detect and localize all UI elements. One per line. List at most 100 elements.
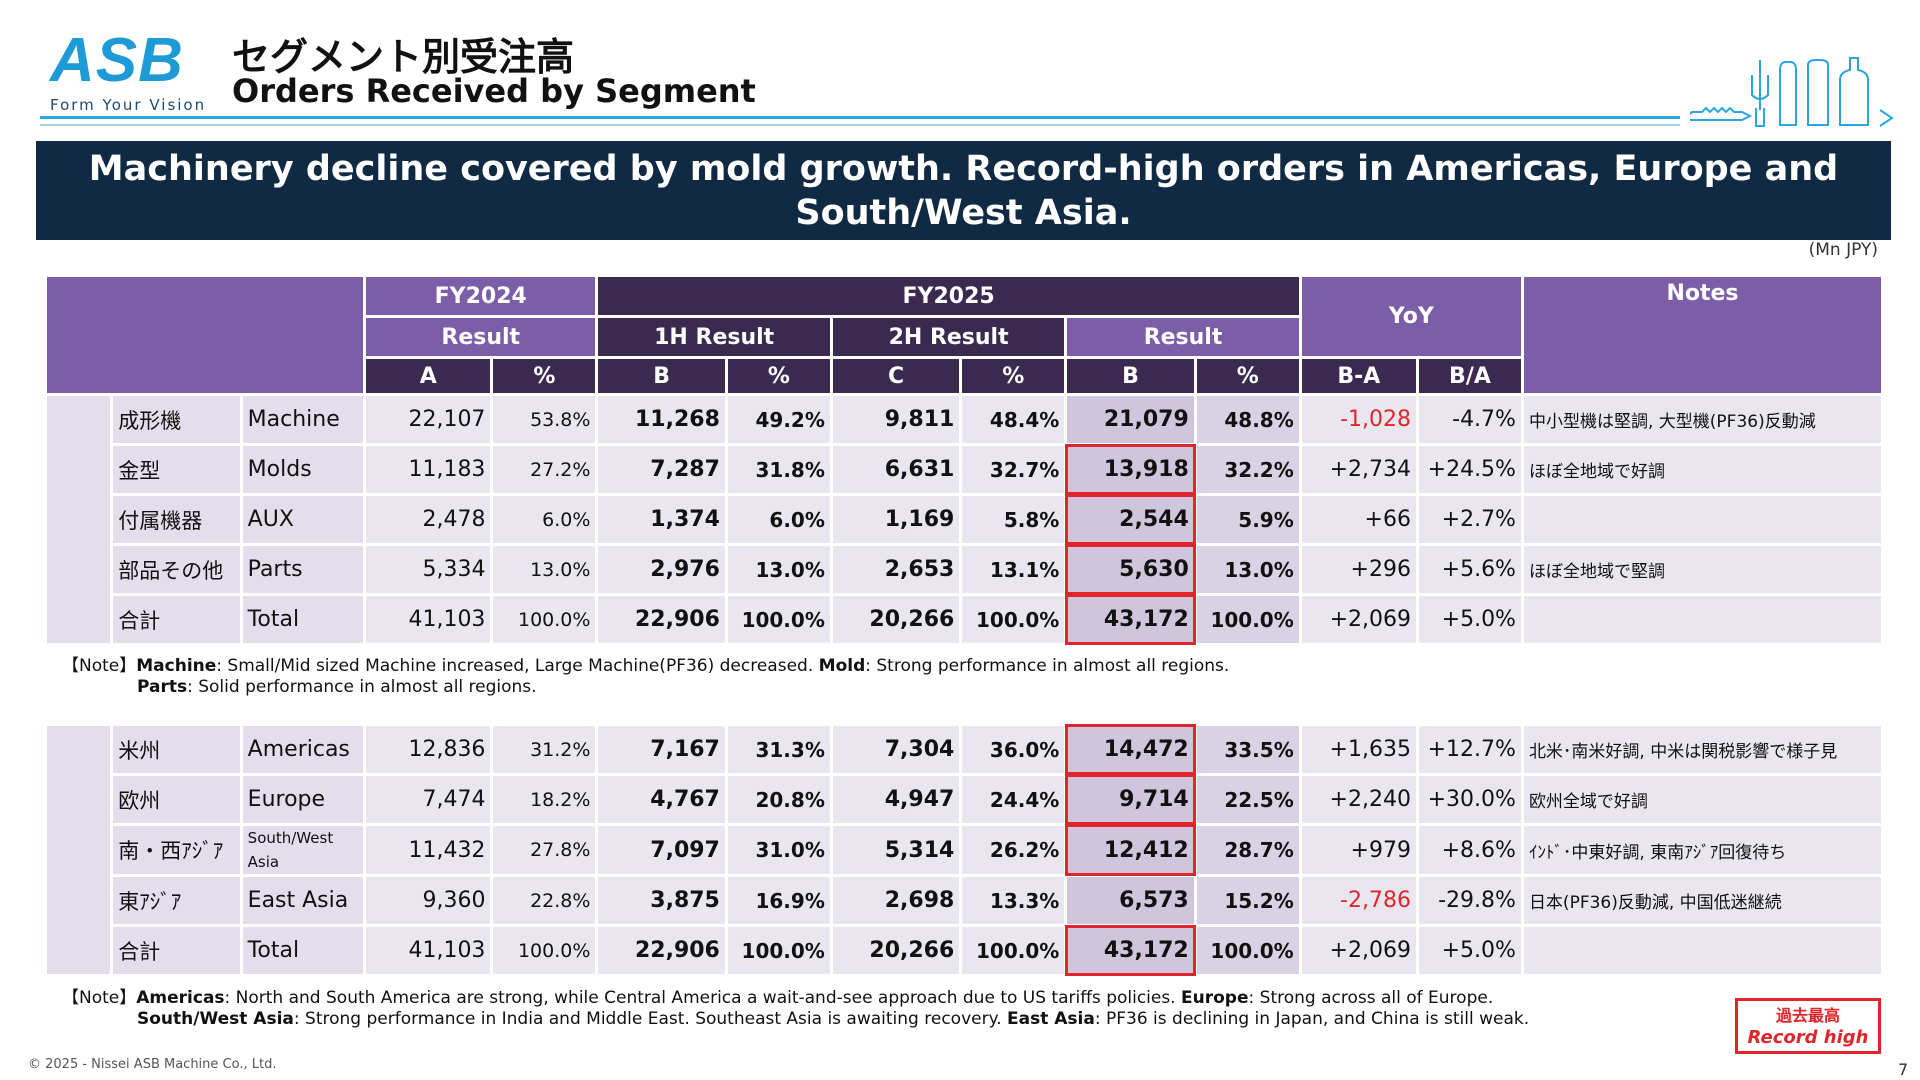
region-note: 【Note】Americas: North and South America …: [62, 988, 1529, 1030]
yoy-diff: +1,635: [1301, 726, 1416, 773]
row-label-jp: 成形機: [113, 396, 240, 443]
h1-result-header: 1H Result: [598, 318, 830, 356]
legend-en: Record high: [1747, 1027, 1869, 1048]
col-ba-ratio: B/A: [1418, 359, 1521, 393]
h2-value: 6,631: [832, 446, 960, 493]
fy2024-pct: 53.8%: [493, 396, 596, 443]
fy2024-value: 2,478: [366, 496, 491, 543]
col-c-pct: %: [962, 359, 1065, 393]
h1-value: 11,268: [598, 396, 725, 443]
row-label-en: Parts: [242, 546, 364, 593]
fy2025-value: 6,573: [1067, 877, 1194, 924]
h2-pct: 100.0%: [962, 596, 1065, 643]
fy2025-value: 12,412: [1065, 824, 1196, 876]
fy2024-value: 41,103: [366, 927, 491, 974]
fy2025-value: 14,472: [1065, 724, 1196, 775]
header-divider: [40, 116, 1680, 119]
fy2025-pct: 15.2%: [1196, 877, 1299, 924]
yoy-ratio: -29.8%: [1418, 877, 1521, 924]
logo-text: ASB: [50, 26, 184, 95]
fy2024-pct: 18.2%: [493, 776, 596, 823]
header-divider-light: [40, 124, 1680, 126]
fy2025-pct: 48.8%: [1196, 396, 1299, 443]
note-text: : Small/Mid sized Machine increased, Lar…: [216, 656, 819, 676]
bottle-illustration-icon: [1690, 57, 1894, 127]
yoy-ratio: +8.6%: [1418, 826, 1521, 874]
fy2025-value: 5,630: [1065, 544, 1196, 595]
yoy-diff: +2,734: [1301, 446, 1416, 493]
fy2025-pct: 22.5%: [1196, 776, 1299, 823]
row-label-en: Total: [242, 927, 364, 974]
table-row: 合計 Total 41,103 100.0% 22,906 100.0% 20,266 100…: [47, 594, 1881, 645]
fy2025-pct: 100.0%: [1196, 927, 1299, 974]
fy2025-pct: 13.0%: [1196, 546, 1299, 593]
fy2024-value: 11,432: [366, 826, 491, 874]
row-label-jp: 金型: [113, 446, 240, 493]
table-row: 地域別 / Region米州Americas12,83631.2%7,16731…: [47, 724, 1881, 974]
fy2024-value: 7,474: [366, 776, 491, 823]
row-label-en: Europe: [242, 776, 364, 823]
yoy-ratio: +12.7%: [1418, 726, 1521, 773]
row-label-jp: 欧州: [113, 776, 240, 823]
fy2024-pct: 27.8%: [493, 826, 596, 874]
note-key: Machine: [136, 656, 217, 676]
h2-value: 4,947: [832, 776, 960, 823]
fy2024-header: FY2024: [366, 277, 596, 315]
row-label-en: Total: [242, 596, 364, 643]
product-table: FY2024 FY2025 YoY Notes Result 1H Result…: [44, 274, 1884, 646]
row-note: [1523, 596, 1881, 643]
h2-pct: 48.4%: [962, 396, 1065, 443]
note-key: South/West Asia: [137, 1009, 294, 1029]
row-note: 北米･南米好調, 中米は関税影響で様子見: [1523, 726, 1881, 773]
yoy-header: YoY: [1301, 277, 1521, 356]
record-high-legend: 過去最高 Record high: [1735, 998, 1881, 1054]
table-row: 部品その他 Parts 5,334 13.0% 2,976 13.0% 2,653 13.1%…: [47, 544, 1881, 595]
fy2024-result-header: Result: [366, 318, 596, 356]
row-note: [1523, 927, 1881, 974]
row-label-jp: 東ｱｼﾞｱ: [113, 877, 240, 924]
h1-pct: 49.2%: [727, 396, 830, 443]
fy2024-pct: 22.8%: [493, 877, 596, 924]
row-label-en: South/West Asia: [242, 826, 364, 874]
h2-value: 9,811: [832, 396, 960, 443]
section-label: 製品別 / Product: [47, 396, 111, 643]
product-note: 【Note】Machine: Small/Mid sized Machine i…: [62, 656, 1229, 698]
row-label-en: East Asia: [242, 877, 364, 924]
note-text: : Strong across all of Europe.: [1248, 988, 1494, 1008]
fy2024-pct: 100.0%: [493, 596, 596, 643]
h1-value: 2,976: [598, 546, 725, 593]
h1-pct: 6.0%: [727, 496, 830, 543]
table-row: 東ｱｼﾞｱ East Asia 9,360 22.8% 3,875 16.9% 2,698 1…: [47, 877, 1881, 924]
fy2024-value: 12,836: [366, 726, 491, 773]
h2-value: 2,698: [832, 877, 960, 924]
row-label-en: Americas: [242, 726, 364, 773]
h2-pct: 5.8%: [962, 496, 1065, 543]
col-b-pct: %: [1196, 359, 1299, 393]
h2-pct: 13.1%: [962, 546, 1065, 593]
h1-pct: 31.0%: [727, 826, 830, 874]
h2-pct: 26.2%: [962, 826, 1065, 874]
col-b: B: [1067, 359, 1194, 393]
page-title-en: Orders Received by Segment: [232, 72, 756, 110]
row-note: [1523, 496, 1881, 543]
h2-value: 2,653: [832, 546, 960, 593]
fy2024-pct: 27.2%: [493, 446, 596, 493]
col-c: C: [832, 359, 960, 393]
page-title-jp: セグメント別受注高: [232, 35, 575, 79]
table-row: 付属機器 AUX 2,478 6.0% 1,374 6.0% 1,169 5.8% 2,544 5…: [47, 494, 1881, 545]
logo-tagline: Form Your Vision: [50, 96, 207, 114]
fy2025-result-header: Result: [1067, 318, 1299, 356]
fy2025-value: 43,172: [1065, 594, 1196, 645]
note-text: : Strong performance in almost all regio…: [865, 656, 1230, 676]
unit-label: (Mn JPY): [1808, 240, 1878, 260]
section-label: 地域別 / Region: [47, 726, 111, 974]
yoy-diff: +66: [1301, 496, 1416, 543]
yoy-ratio: +2.7%: [1418, 496, 1521, 543]
yoy-diff: +2,069: [1301, 927, 1416, 974]
note-text: : North and South America are strong, wh…: [224, 988, 1182, 1008]
h1-pct: 20.8%: [727, 776, 830, 823]
h1-pct: 100.0%: [727, 927, 830, 974]
row-label-jp: 合計: [113, 927, 240, 974]
row-label-jp: 南・西ｱｼﾞｱ: [113, 826, 240, 874]
h2-value: 20,266: [832, 596, 960, 643]
